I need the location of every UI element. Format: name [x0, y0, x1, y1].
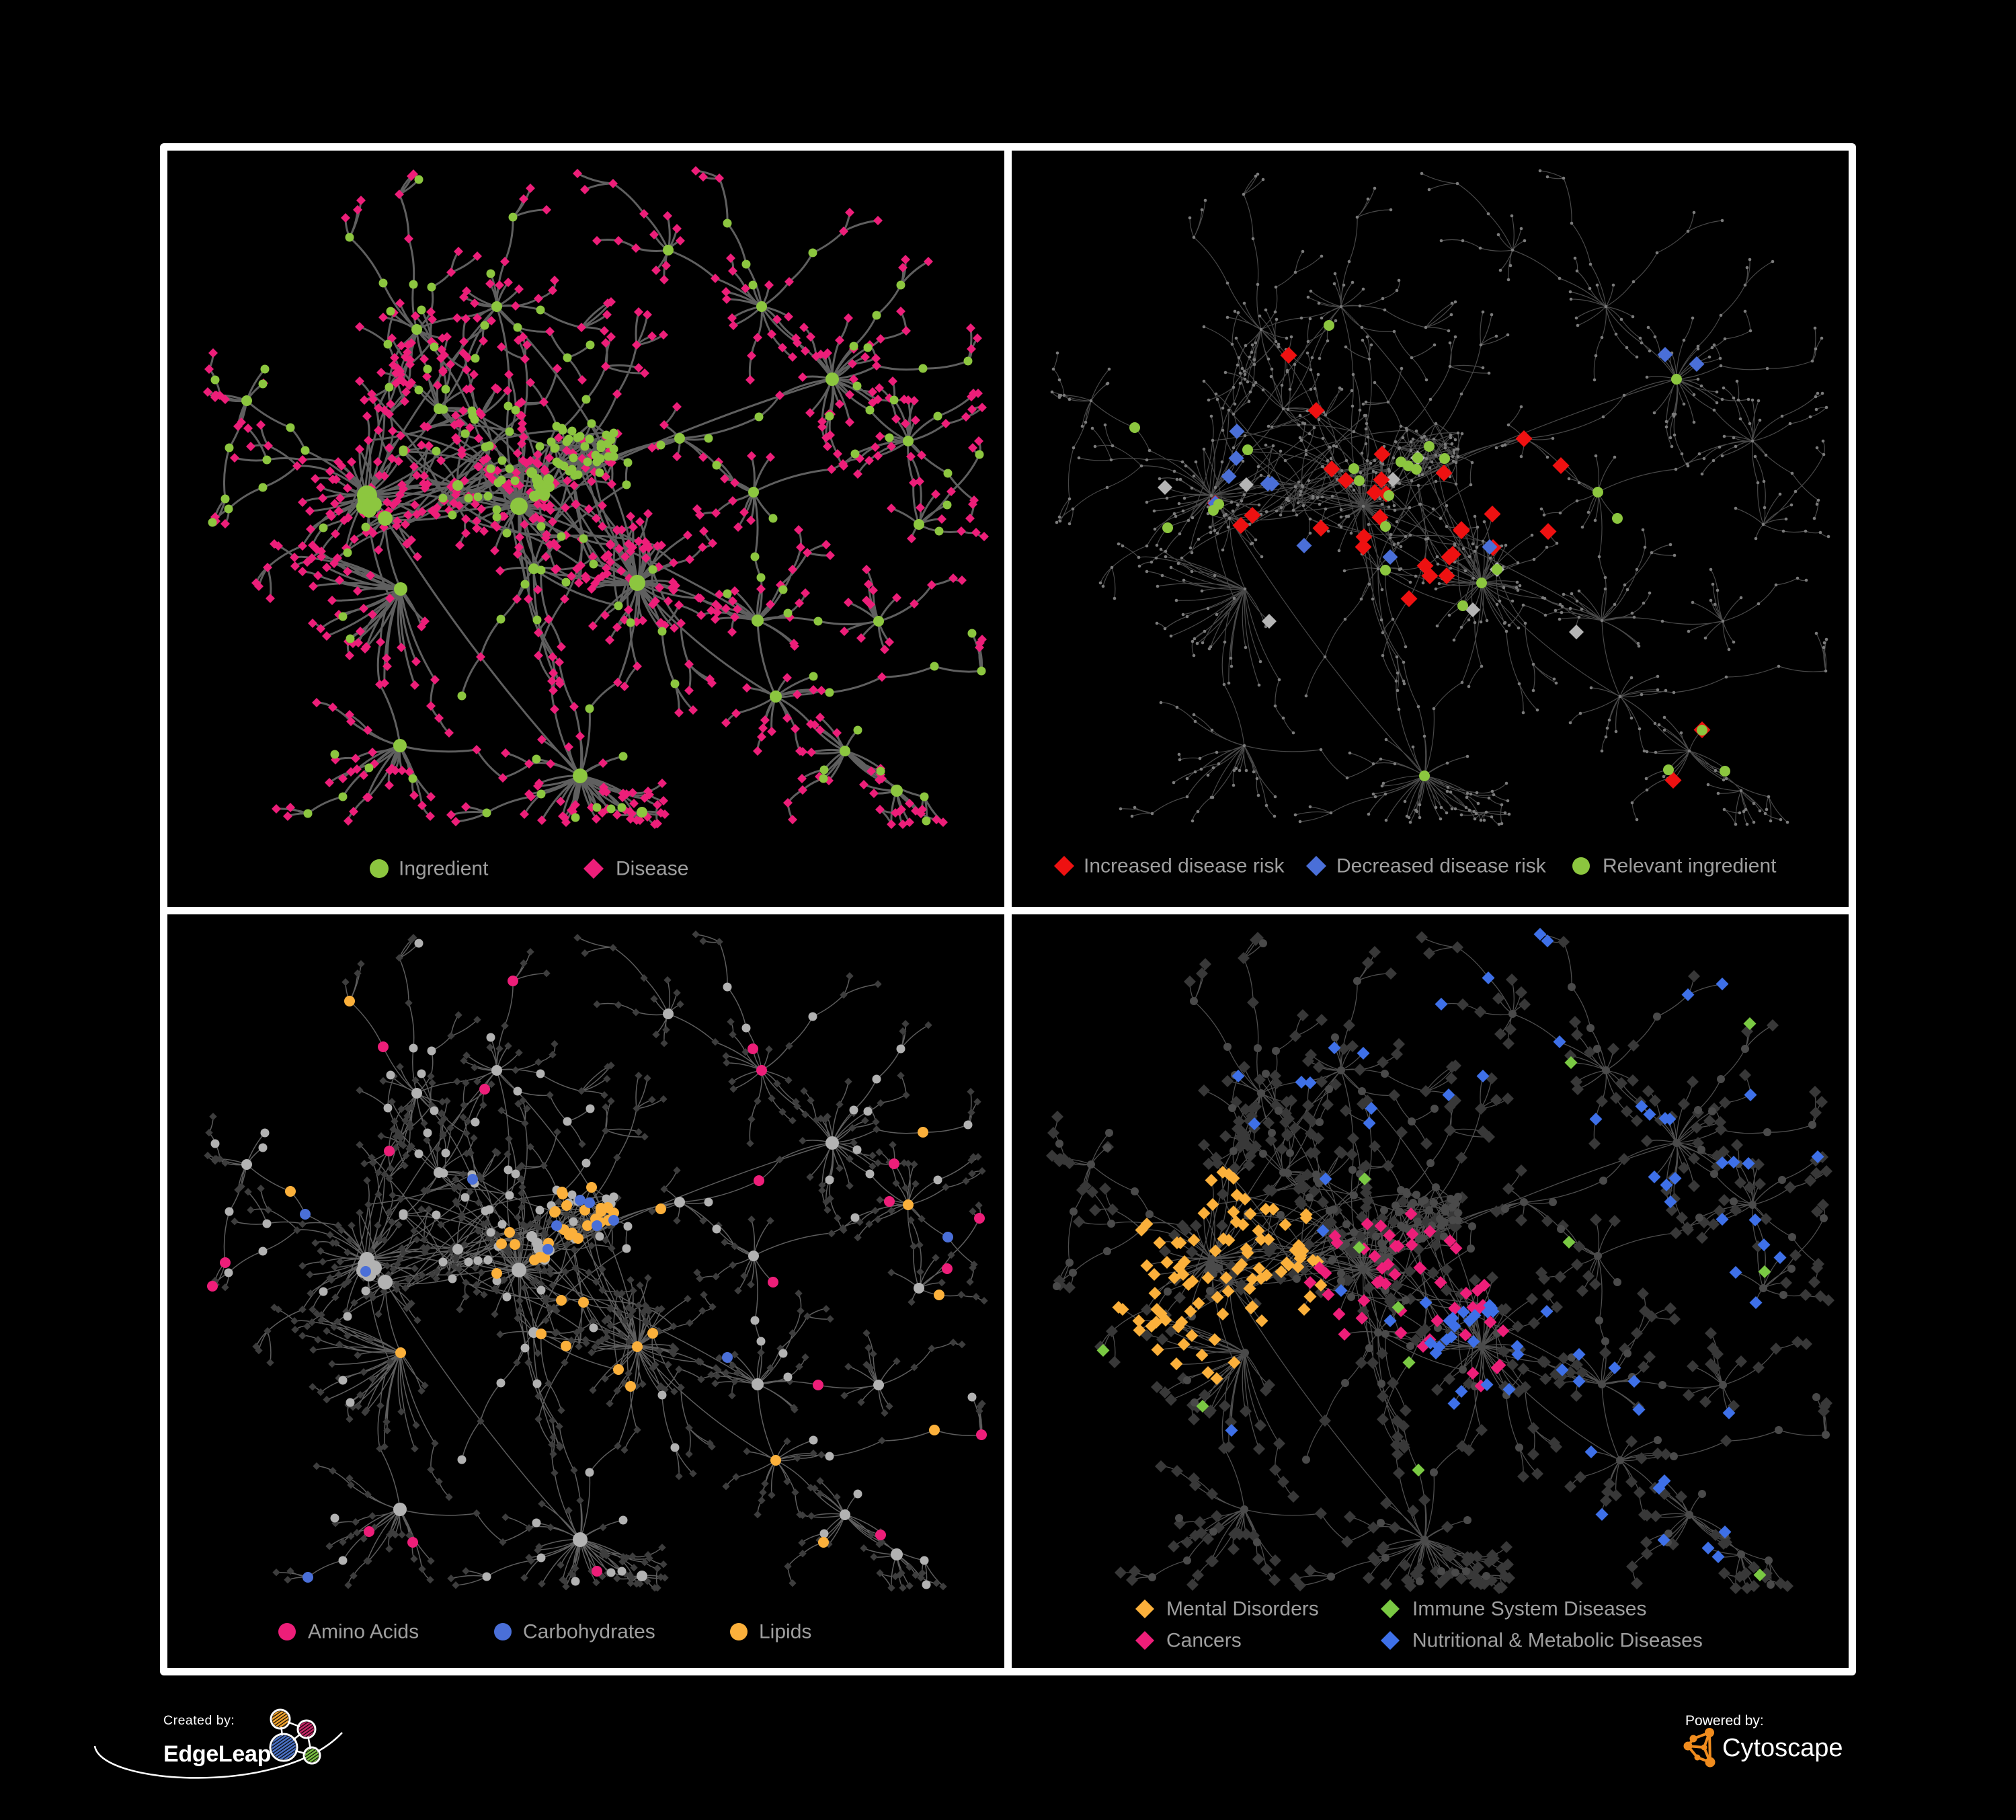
- svg-text:Decreased disease risk: Decreased disease risk: [1336, 855, 1547, 877]
- svg-text:EdgeLeap: EdgeLeap: [163, 1741, 271, 1767]
- svg-text:Ingredient: Ingredient: [399, 858, 489, 880]
- svg-text:Powered by:: Powered by:: [1685, 1713, 1764, 1729]
- svg-text:Disease: Disease: [616, 858, 688, 880]
- svg-text:Cancers: Cancers: [1166, 1630, 1242, 1652]
- svg-text:Amino Acids: Amino Acids: [308, 1621, 419, 1643]
- svg-text:Carbohydrates: Carbohydrates: [523, 1621, 655, 1643]
- svg-text:Nutritional & Metabolic Diseas: Nutritional & Metabolic Diseases: [1412, 1630, 1703, 1652]
- svg-text:Immune System Diseases: Immune System Diseases: [1412, 1598, 1646, 1620]
- svg-text:Lipids: Lipids: [759, 1621, 811, 1643]
- svg-text:Created by:: Created by:: [163, 1713, 235, 1728]
- svg-text:Relevant ingredient: Relevant ingredient: [1603, 855, 1777, 877]
- svg-text:Increased disease risk: Increased disease risk: [1084, 855, 1285, 877]
- svg-text:Cytoscape: Cytoscape: [1722, 1734, 1843, 1762]
- svg-text:Mental Disorders: Mental Disorders: [1166, 1598, 1319, 1620]
